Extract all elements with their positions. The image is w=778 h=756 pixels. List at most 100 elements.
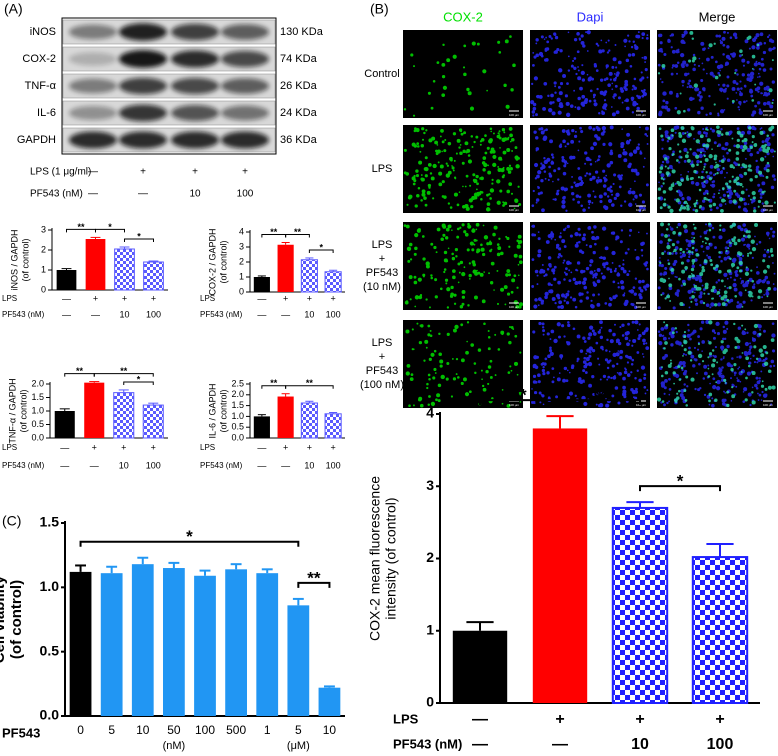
- error-bar: [305, 400, 314, 404]
- significance-bracket: [297, 581, 331, 588]
- bar: [69, 571, 92, 716]
- error-bar: [546, 415, 574, 429]
- x-tick-label: 10: [136, 723, 150, 737]
- condition-label: PF543 (nM): [30, 189, 83, 200]
- nuclei: [531, 320, 650, 408]
- bar: [324, 271, 342, 293]
- band-size: 24 KDa: [280, 107, 318, 119]
- blot-band: [119, 131, 167, 149]
- blot-band: [171, 105, 219, 121]
- x-tick-label: 10: [304, 309, 314, 319]
- row-label: (100 nM): [360, 379, 404, 391]
- column-header: Dapi: [577, 9, 604, 24]
- y-tick-label: 0.5: [40, 642, 60, 658]
- x-tick-label: —: [281, 309, 290, 319]
- blot-band: [171, 131, 219, 149]
- error-bar: [626, 501, 654, 508]
- band-size: 26 KDa: [280, 80, 318, 92]
- x-tick-label: —: [552, 736, 568, 753]
- x-tick-label: 50: [167, 723, 181, 737]
- y-axis-label: iNOS / GAPDH: [9, 229, 19, 290]
- error-bar: [106, 565, 118, 574]
- y-tick-label: 1.5: [31, 392, 44, 402]
- scale-bar-label: 100 μm: [509, 305, 520, 309]
- x-tick-label: 5: [295, 723, 302, 737]
- x-row-label: LPS: [2, 294, 17, 303]
- x-tick-label: 100: [146, 309, 161, 319]
- error-bar: [281, 393, 290, 397]
- y-tick-label: 1.0: [31, 405, 44, 415]
- significance-label: **: [513, 386, 527, 405]
- y-tick-label: 2: [426, 549, 434, 565]
- condition-value: —: [88, 167, 98, 178]
- row-label: PF543: [366, 365, 398, 377]
- error-bar: [61, 268, 72, 270]
- error-bar: [329, 412, 338, 414]
- condition-value: —: [138, 189, 148, 200]
- y-tick-label: 4: [426, 405, 434, 421]
- x-tick-label: 500: [226, 723, 246, 737]
- blot-band: [171, 23, 219, 41]
- significance-label: **: [593, 386, 607, 405]
- x-tick-label: +: [307, 442, 312, 452]
- bar: [691, 556, 749, 704]
- x-tick-label: 10: [119, 460, 129, 470]
- scale-bar-label: 100 μm: [763, 403, 774, 407]
- error-bar: [75, 564, 86, 572]
- significance-label: **: [270, 227, 278, 237]
- error-bar: [137, 556, 149, 565]
- blot-band: [171, 50, 219, 68]
- y-tick-label: 1.5: [231, 400, 244, 410]
- error-bar: [292, 597, 304, 606]
- significance-bracket: [285, 234, 310, 238]
- cells: [659, 222, 774, 308]
- x-tick-label: +: [151, 293, 156, 303]
- error-bar: [118, 389, 129, 393]
- panel-label: (B): [370, 1, 389, 17]
- scale-bar-label: 100 μm: [636, 305, 647, 309]
- significance-label: **: [77, 222, 85, 232]
- error-bar: [168, 561, 180, 569]
- significance-label: **: [306, 378, 314, 388]
- significance-label: **: [294, 227, 302, 237]
- x-tick-label: 10: [119, 309, 129, 319]
- blot-band: [119, 50, 167, 68]
- y-axis-label: (of control): [218, 389, 228, 432]
- bar: [100, 573, 123, 716]
- x-tick-label: —: [257, 293, 266, 303]
- blot-band: [69, 105, 117, 121]
- error-bar: [257, 275, 266, 277]
- row-label: LPS: [372, 239, 393, 251]
- error-bar: [119, 246, 130, 249]
- scale-bar-label: 100 μm: [509, 208, 520, 212]
- x-tick-label: —: [60, 460, 69, 470]
- x-row-label: PF543 (nM): [2, 310, 45, 319]
- y-tick-label: 1: [426, 621, 434, 637]
- x-tick-label: —: [472, 736, 488, 753]
- x-row-label: LPS: [200, 443, 215, 452]
- error-bar: [199, 569, 211, 576]
- bar: [277, 244, 294, 292]
- y-tick-label: 0.0: [231, 432, 244, 442]
- scale-bar-label: 100 μm: [763, 113, 774, 117]
- error-bar: [281, 242, 290, 245]
- blot-band: [221, 131, 269, 149]
- bar: [287, 605, 310, 716]
- significance-label: **: [270, 378, 278, 388]
- blot-band: [119, 23, 167, 41]
- error-bar: [59, 408, 70, 411]
- x-tick-label: 100: [707, 736, 734, 753]
- significance-bracket: [639, 485, 721, 492]
- y-tick-label: 3: [239, 241, 244, 251]
- x-tick-label: 10: [323, 723, 337, 737]
- y-tick-label: 1.5: [40, 514, 60, 530]
- x-tick-label: —: [257, 460, 266, 470]
- x-tick-label: 10: [631, 736, 649, 753]
- row-label: LPS: [372, 337, 393, 349]
- column-header: COX-2: [443, 9, 483, 24]
- bar: [611, 506, 669, 704]
- significance-bracket: [285, 385, 334, 389]
- blot-band: [221, 78, 269, 94]
- x-tick-label: —: [62, 309, 71, 319]
